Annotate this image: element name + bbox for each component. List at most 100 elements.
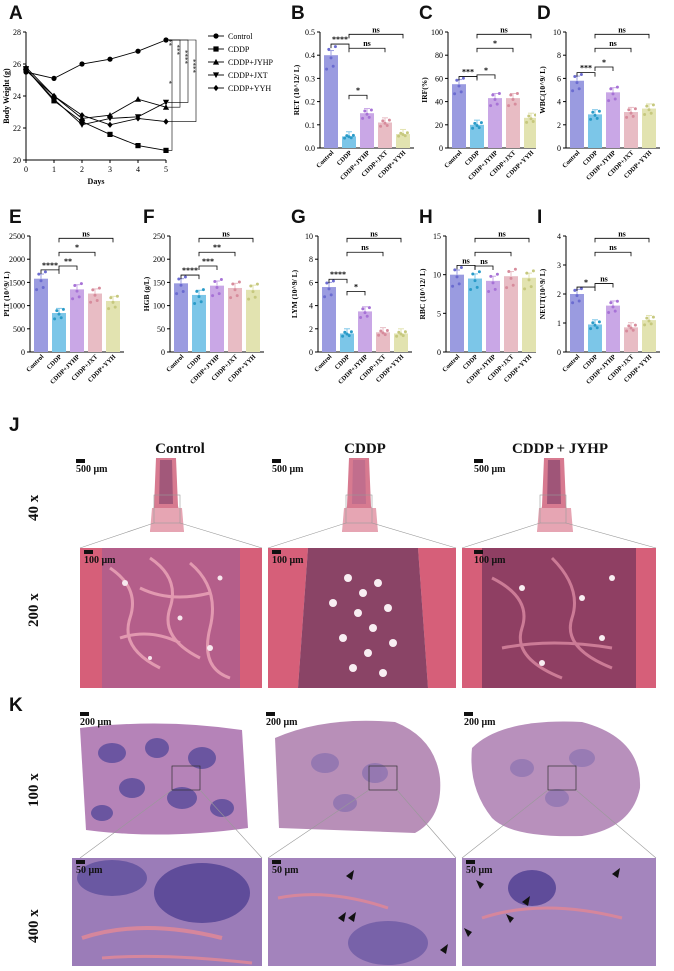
i-dot bbox=[649, 322, 653, 326]
c-dot bbox=[461, 76, 465, 80]
i-dot bbox=[589, 327, 593, 331]
d-dot bbox=[589, 117, 593, 121]
a-x-tick-label: 1 bbox=[52, 165, 56, 174]
d-dot bbox=[627, 108, 631, 112]
body-weight-line-chart: 20 22 24 26 28 0 1 2 3 4 5 Days Body Weight (g) Contr… bbox=[2, 28, 274, 186]
d-y-tick-label: 10 bbox=[553, 28, 561, 37]
plt-bar-chart: 0 500 1000 1500 2000 2500 PLT (10^9/ L) Control… bbox=[2, 229, 124, 386]
a-point bbox=[50, 96, 58, 103]
h-dot bbox=[527, 278, 531, 282]
i-dot bbox=[591, 321, 595, 325]
c-dot bbox=[473, 121, 477, 125]
c-dot bbox=[533, 113, 536, 117]
j-control-200x-image bbox=[80, 548, 262, 688]
b-sig-label: ns bbox=[363, 39, 371, 48]
a-legend-marker bbox=[212, 72, 220, 79]
e-dot bbox=[107, 307, 111, 311]
i-bar bbox=[606, 305, 620, 352]
c-x-tick-label: Control bbox=[443, 149, 463, 169]
a-y-tick-label: 26 bbox=[13, 60, 21, 69]
panel-label-i: I bbox=[537, 207, 543, 228]
a-point bbox=[78, 122, 86, 128]
a-point bbox=[135, 48, 141, 54]
g-dot bbox=[331, 279, 335, 283]
e-sig-bracket bbox=[40, 269, 60, 274]
b-dot bbox=[399, 131, 403, 135]
b-sig-label: **** bbox=[332, 35, 348, 44]
d-bar bbox=[570, 80, 584, 148]
panel-label-f: F bbox=[143, 207, 155, 228]
g-dot bbox=[361, 307, 365, 311]
a-point bbox=[162, 104, 170, 110]
k-control-scale-50: 50 μm bbox=[76, 860, 103, 876]
a-point bbox=[162, 99, 170, 106]
k-control-scale-200: 200 μm bbox=[80, 712, 112, 728]
a-x-tick-label: 3 bbox=[108, 165, 112, 174]
c-dot bbox=[475, 123, 479, 127]
c-dot bbox=[489, 104, 493, 108]
b-dot bbox=[331, 64, 335, 68]
i-y-tick-label: 4 bbox=[557, 232, 561, 241]
f-dot bbox=[211, 294, 215, 298]
b-dot bbox=[363, 109, 367, 113]
c-dot bbox=[529, 117, 533, 121]
i-sig-bracket bbox=[594, 237, 650, 243]
panel-label-a: A bbox=[9, 3, 23, 24]
f-dot bbox=[201, 288, 205, 292]
j-control-scale-100: 100 μm bbox=[84, 550, 116, 566]
g-y-label: LYM (10^9/ L) bbox=[290, 269, 299, 318]
b-dot bbox=[351, 133, 355, 137]
e-dot bbox=[115, 294, 119, 298]
i-dot bbox=[615, 299, 619, 303]
a-legend-label: CDDP+JYHP bbox=[228, 58, 274, 67]
f-bar bbox=[210, 285, 224, 352]
j-col-title-cddp: CDDP bbox=[344, 441, 386, 457]
g-dot bbox=[403, 330, 407, 334]
d-dot bbox=[593, 113, 597, 117]
d-bar bbox=[624, 112, 638, 148]
a-x-tick-label: 4 bbox=[136, 165, 140, 174]
j-zoom-lines bbox=[79, 494, 657, 549]
f-dot bbox=[235, 294, 239, 298]
i-sig-bracket bbox=[576, 286, 596, 292]
g-dot bbox=[359, 315, 363, 319]
h-sig-bracket bbox=[474, 251, 512, 257]
e-sig-bracket bbox=[58, 251, 96, 257]
c-dot bbox=[457, 84, 461, 88]
c-dot bbox=[453, 92, 457, 96]
a-y-tick-label: 22 bbox=[13, 124, 21, 133]
c-dot bbox=[495, 102, 499, 106]
d-dot bbox=[597, 109, 601, 113]
e-dot bbox=[61, 307, 65, 311]
c-bar bbox=[488, 98, 502, 148]
f-dot bbox=[193, 301, 197, 305]
b-y-tick-label: 0.3 bbox=[305, 74, 315, 83]
b-dot bbox=[329, 56, 333, 60]
e-dot bbox=[35, 288, 39, 292]
f-sig-label: ** bbox=[213, 243, 221, 252]
c-bar bbox=[452, 84, 466, 148]
a-point bbox=[107, 121, 113, 128]
d-dot bbox=[629, 111, 633, 115]
e-dot bbox=[43, 270, 47, 274]
g-dot bbox=[399, 332, 403, 336]
b-dot bbox=[385, 124, 389, 128]
e-dot bbox=[77, 295, 81, 299]
c-dot bbox=[471, 126, 475, 130]
g-dot bbox=[383, 333, 387, 337]
b-dot bbox=[365, 112, 369, 116]
i-sig-label: ns bbox=[600, 275, 608, 284]
k-cddp-scale-50: 50 μm bbox=[272, 860, 299, 876]
f-dot bbox=[255, 282, 259, 286]
a-sig-label: * bbox=[168, 80, 176, 84]
a-point bbox=[79, 61, 85, 67]
f-dot bbox=[229, 296, 233, 300]
h-dot bbox=[525, 271, 529, 275]
c-dot bbox=[525, 120, 529, 124]
b-dot bbox=[381, 119, 385, 123]
d-dot bbox=[631, 114, 635, 118]
g-dot bbox=[397, 330, 401, 334]
